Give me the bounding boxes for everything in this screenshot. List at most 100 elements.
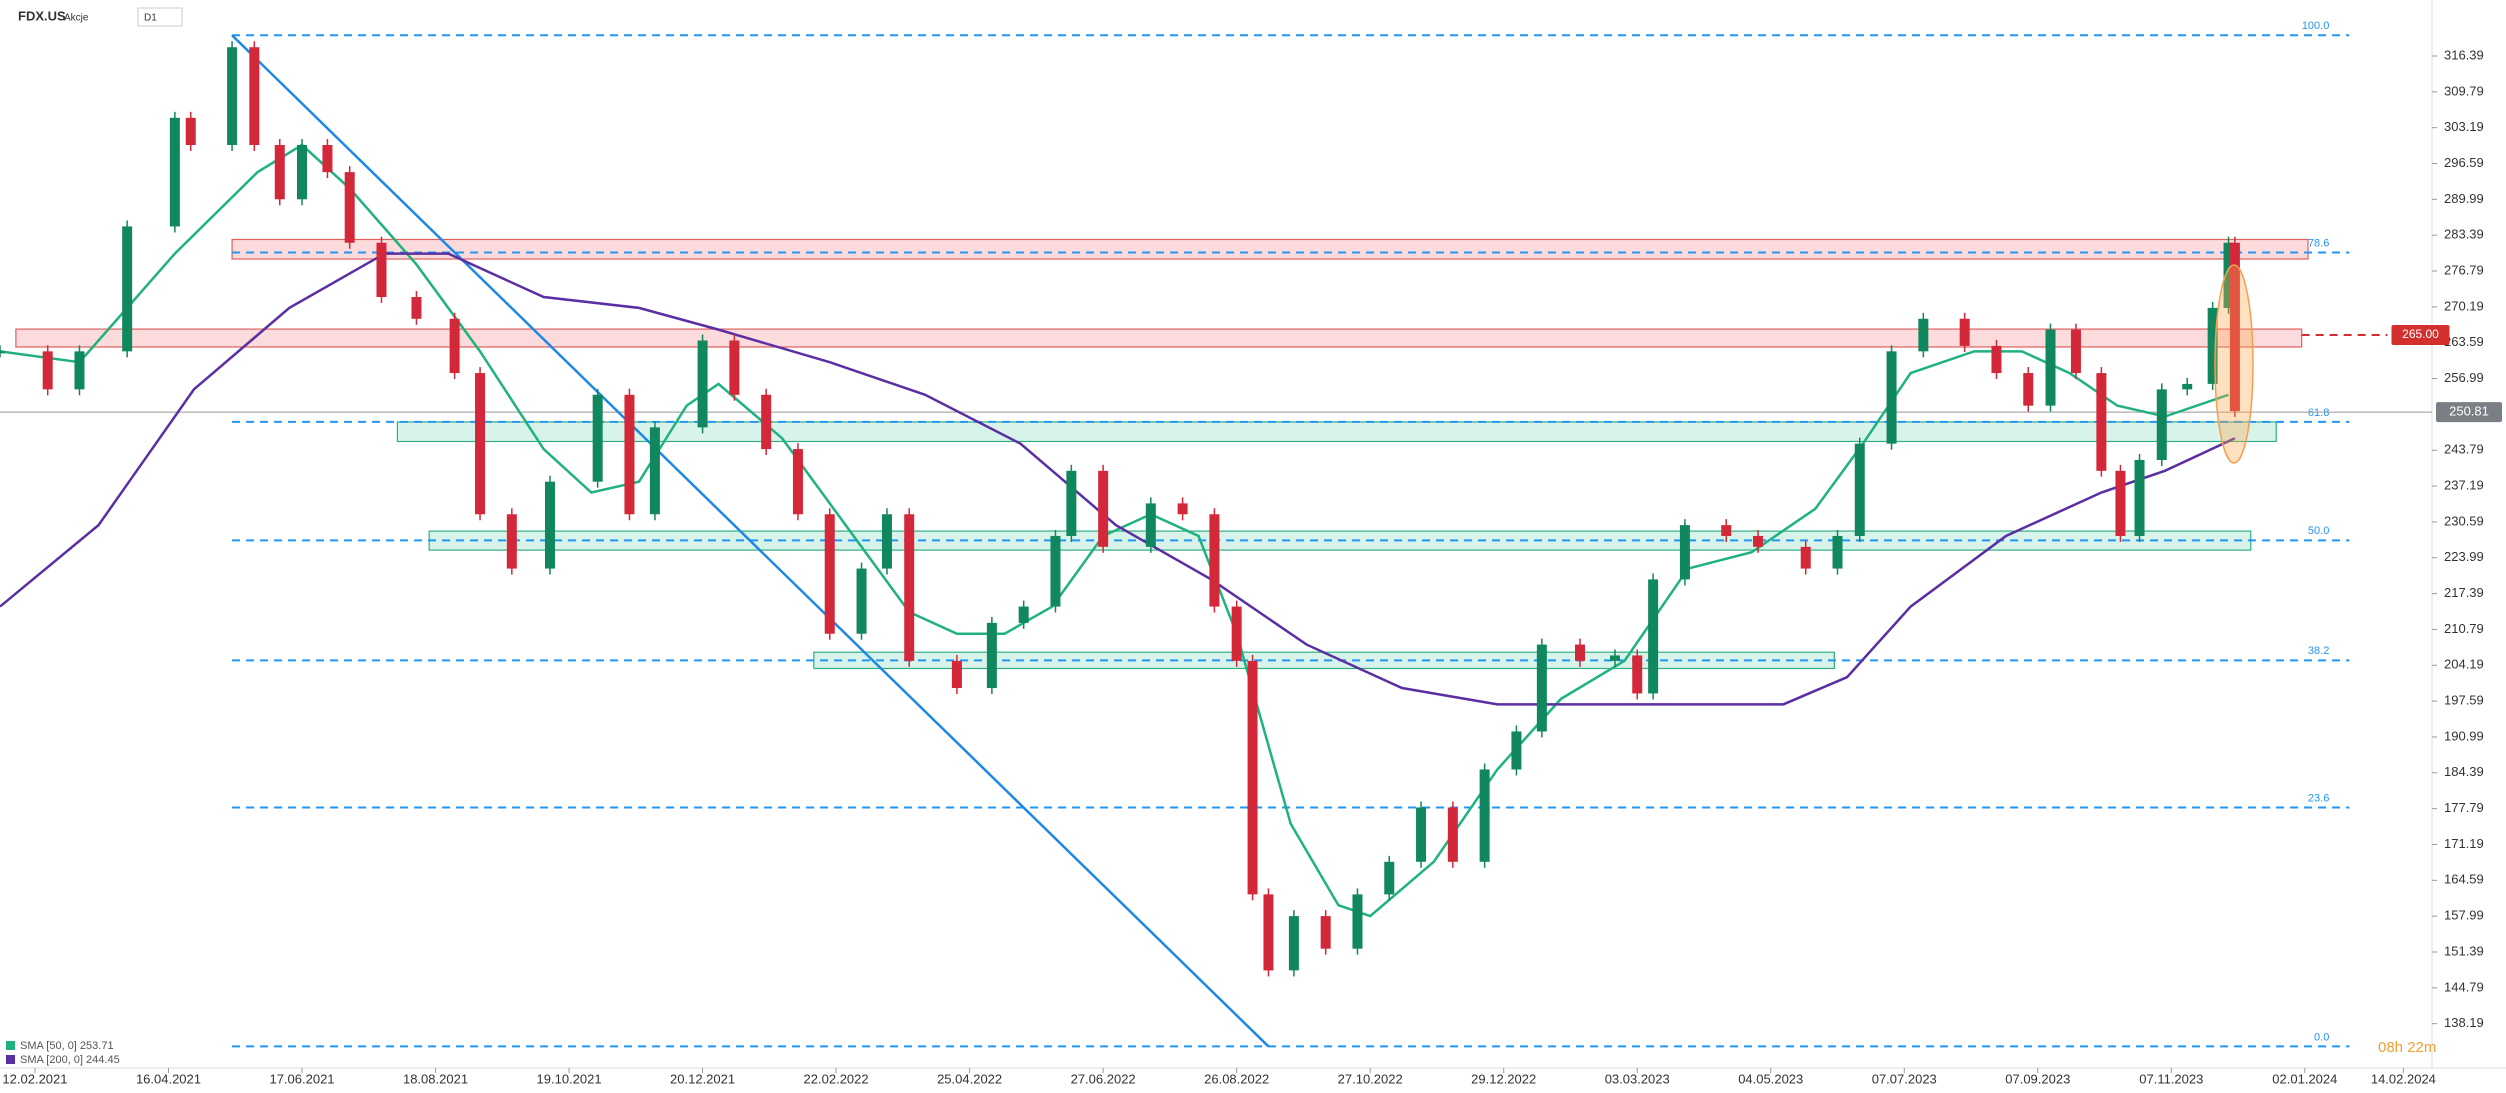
candle [411,297,422,319]
candle [2096,373,2107,471]
fib-label: 23.6 [2308,792,2329,804]
candle [592,394,603,482]
candle [951,660,962,689]
candle [1918,318,1929,352]
candle [449,318,460,374]
legend-swatch [6,1041,15,1050]
current-price-label: 250.81 [2449,404,2489,419]
candle [74,351,85,390]
candle [42,351,53,390]
timeframe-box[interactable] [137,7,183,27]
y-tick-label: 197.59 [2444,693,2484,708]
fib-label: 50.0 [2308,525,2329,537]
x-tick-label: 17.06.2021 [269,1071,334,1086]
y-tick-label: 171.19 [2444,836,2484,851]
y-tick-label: 230.59 [2444,513,2484,528]
candle [1320,916,1331,949]
timer: 08h 22m [2378,1039,2436,1056]
candle [1886,351,1897,444]
candle [1384,861,1395,895]
symbol[interactable]: FDX.US [18,8,66,23]
candle [344,172,355,243]
x-tick-label: 25.04.2022 [937,1071,1002,1086]
y-tick-label: 164.59 [2444,872,2484,887]
x-tick-label: 07.07.2023 [1872,1071,1937,1086]
symbol-type: Akcje [64,13,89,24]
candle [2156,389,2167,460]
candle [904,514,915,661]
candle [1098,470,1109,547]
candle [274,144,285,200]
candle [1209,514,1220,607]
candle [1447,807,1458,862]
candle [792,449,803,515]
trend-line [231,34,1270,1048]
candle [1632,655,1643,694]
candle [1479,769,1490,862]
x-tick-label: 18.08.2021 [403,1071,468,1086]
highlight-ellipse [2214,264,2254,464]
candle [1050,535,1061,607]
y-tick-label: 283.39 [2444,227,2484,242]
resistance-zone [231,238,2309,260]
candle [506,514,517,569]
candle [649,427,660,515]
y-tick-label: 204.19 [2444,657,2484,672]
candle [1648,579,1659,694]
support-zone [396,421,2277,443]
candle [2207,307,2218,384]
candle [185,117,196,145]
fib-label: 100.0 [2302,20,2330,32]
candle [624,394,635,515]
candle [697,340,708,428]
candle [2070,329,2081,374]
candle [1536,644,1547,732]
x-tick-label: 12.02.2021 [2,1071,67,1086]
candle [1832,535,1843,569]
candle [1177,503,1188,515]
candle [1145,503,1156,547]
candle [1288,916,1299,971]
candle [1066,470,1077,536]
candle [729,340,740,395]
y-tick-label: 296.59 [2444,155,2484,170]
resistance-zone [15,328,2303,348]
candle [2182,383,2193,390]
x-tick-label: 19.10.2021 [537,1071,602,1086]
timeframe[interactable]: D1 [144,13,157,24]
y-tick-label: 303.19 [2444,119,2484,134]
candle [376,242,387,298]
fib-label: 38.2 [2308,645,2329,657]
candle [544,481,555,569]
candle [1753,535,1764,547]
y-tick-label: 157.99 [2444,908,2484,923]
y-tick-label: 217.39 [2444,585,2484,600]
legend-entry: SMA [200, 0] 244.45 [20,1054,120,1066]
x-tick-label: 07.11.2023 [2139,1071,2203,1086]
x-tick-label: 16.04.2021 [136,1071,201,1086]
candle [1416,807,1427,862]
y-tick-label: 270.19 [2444,298,2484,313]
candle [1247,660,1258,895]
candle [2023,373,2034,406]
fib-label: 61.8 [2308,407,2329,419]
y-tick-label: 263.59 [2444,334,2484,349]
y-tick-label: 276.79 [2444,262,2484,277]
candle [856,568,867,634]
y-tick-label: 289.99 [2444,191,2484,206]
current-price-box [2436,402,2502,423]
sma-line [0,252,2236,706]
x-tick-label: 02.01.2024 [2272,1071,2337,1086]
candle [169,117,180,227]
x-tick-label: 07.09.2023 [2005,1071,2070,1086]
candle [2223,242,2234,308]
candle [1575,644,1586,661]
y-tick-label: 151.39 [2444,943,2484,958]
y-tick-label: 316.39 [2444,47,2484,62]
legend-swatch [6,1055,15,1064]
candle [1263,894,1274,971]
candle [1959,318,1970,346]
